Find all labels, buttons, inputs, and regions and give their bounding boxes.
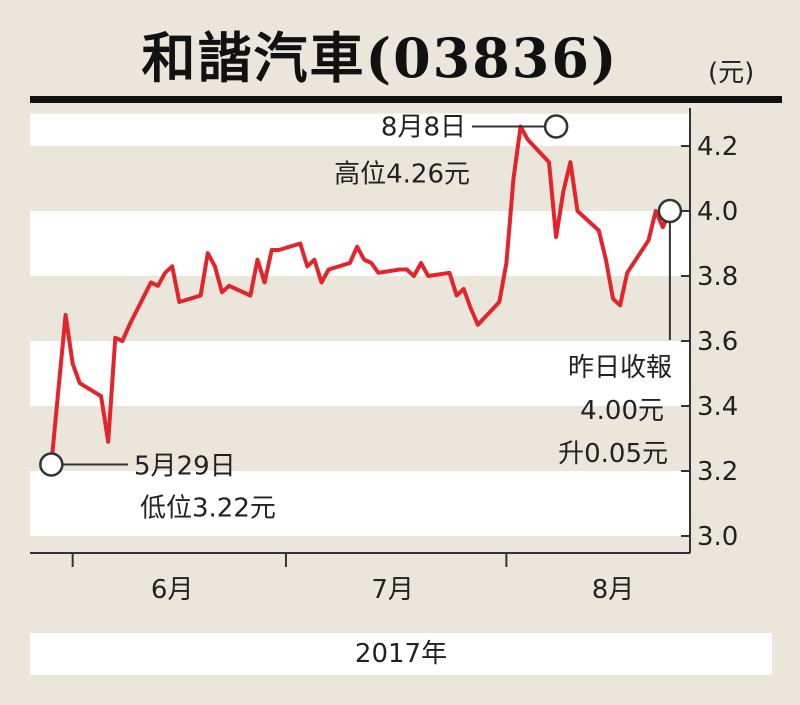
price-series-line bbox=[49, 124, 672, 467]
low-price-label: 低位3.22元 bbox=[140, 494, 276, 524]
y-tick-label: 4.2 bbox=[697, 132, 738, 162]
close-change-label: 升0.05元 bbox=[558, 439, 668, 469]
x-tick-label: 7月 bbox=[371, 575, 414, 605]
grid-band-0 bbox=[30, 113, 690, 146]
close-price-label: 4.00元 bbox=[580, 396, 664, 426]
title-rule bbox=[30, 96, 782, 103]
y-tick-label: 3.8 bbox=[697, 262, 738, 292]
chart-title: 和諧汽車(03836) bbox=[141, 26, 619, 90]
high-price-label: 高位4.26元 bbox=[334, 160, 470, 190]
grid-band-3 bbox=[30, 471, 690, 536]
y-tick-label: 3.0 bbox=[697, 522, 738, 552]
x-tick-label: 6月 bbox=[151, 575, 194, 605]
grid-band-2 bbox=[30, 341, 690, 406]
year-bar bbox=[30, 633, 772, 675]
y-axis-unit: (元) bbox=[708, 58, 755, 88]
close-point-marker bbox=[657, 198, 683, 224]
high-date-label: 8月8日 bbox=[381, 113, 466, 143]
y-tick-label: 3.4 bbox=[697, 392, 738, 422]
y-tick-label: 4.0 bbox=[697, 197, 738, 227]
low-date-label: 5月29日 bbox=[134, 452, 236, 482]
y-tick-label: 3.6 bbox=[697, 327, 738, 357]
x-axis-year-label: 2017年 bbox=[354, 639, 448, 669]
grid-band-1 bbox=[30, 211, 690, 276]
low-point-marker bbox=[39, 452, 64, 477]
x-tick-label: 8月 bbox=[592, 575, 635, 605]
close-caption-label: 昨日收報 bbox=[568, 353, 672, 383]
y-tick-label: 3.2 bbox=[697, 457, 738, 487]
high-point-marker bbox=[543, 114, 569, 139]
